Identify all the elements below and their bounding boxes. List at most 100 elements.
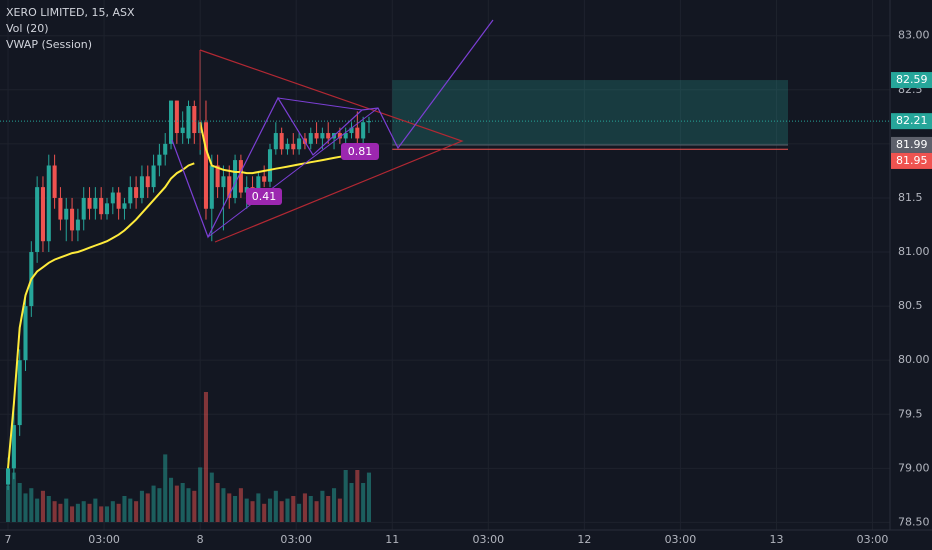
candle-body — [267, 149, 273, 182]
x-tick-label: 13 — [769, 533, 783, 546]
ratio-box — [246, 188, 282, 205]
candle-body — [93, 197, 98, 209]
volume-bar — [244, 498, 249, 522]
x-tick-label: 11 — [385, 533, 399, 546]
price-label-bg — [891, 72, 932, 89]
grid — [0, 0, 890, 530]
price-label: 81.99 — [896, 138, 928, 151]
y-tick-label: 83.00 — [898, 29, 930, 42]
triangle-drawing — [199, 49, 464, 243]
volume-bar — [128, 498, 133, 522]
volume-bar — [262, 503, 267, 522]
volume-bar — [11, 472, 16, 522]
candle-body — [11, 425, 16, 469]
volume-bar — [366, 472, 372, 522]
price-label-bg — [891, 136, 932, 153]
candle-body — [145, 176, 150, 188]
candle-body — [64, 208, 69, 220]
volume-bar — [58, 503, 63, 522]
pattern-leg — [207, 107, 379, 238]
volume-bar — [308, 496, 313, 522]
candle-body — [134, 187, 139, 198]
candle-body — [215, 165, 220, 188]
volume-bar — [75, 503, 80, 522]
candle-body — [262, 176, 267, 182]
volume-bar — [5, 485, 11, 522]
vwap-line — [7, 121, 370, 469]
volume-bar — [238, 488, 243, 522]
x-tick-label: 03:00 — [88, 533, 120, 546]
volume-bar — [64, 498, 69, 522]
x-tick-label: 03:00 — [665, 533, 697, 546]
candle-body — [58, 197, 63, 220]
candle-body — [273, 133, 278, 150]
volume-bar — [291, 496, 296, 522]
candle-body — [343, 133, 348, 139]
candle-body — [87, 197, 92, 209]
volume-bar — [104, 506, 110, 522]
volume-bar — [326, 496, 331, 522]
candle-body — [157, 154, 162, 166]
volume-bar — [99, 506, 104, 522]
price-label-bg — [891, 152, 932, 169]
volume-bar — [35, 498, 40, 522]
candle-body — [349, 127, 354, 134]
candle-body — [110, 192, 115, 204]
volume-bar — [332, 488, 337, 522]
volume-bar — [46, 496, 51, 522]
volume-bar — [122, 496, 127, 522]
candle-body — [104, 203, 110, 215]
volume-bar — [250, 501, 255, 522]
candle-body — [46, 165, 51, 242]
drawings: 0.41 0.81 — [171, 19, 494, 243]
volume-bar — [180, 483, 185, 522]
y-tick-label: 80.00 — [898, 353, 930, 366]
volume-bar — [256, 493, 261, 522]
y-tick-label: 79.5 — [898, 407, 923, 420]
candle-body — [361, 122, 366, 139]
candle-body — [209, 165, 214, 209]
volume-bar — [110, 501, 115, 522]
volume-bar — [349, 483, 354, 522]
volume-bar — [343, 470, 348, 522]
candle-body — [186, 106, 191, 139]
volume-legend: Vol (20) — [6, 22, 49, 35]
candle-body — [168, 100, 174, 144]
candle-body — [291, 143, 296, 150]
volume-bar — [203, 392, 209, 522]
candle-body — [279, 133, 284, 150]
candle-body — [151, 165, 156, 188]
y-tick-label: 78.50 — [898, 515, 930, 528]
volume-bar — [267, 498, 273, 522]
volume-bar — [23, 493, 28, 522]
volume-bar — [29, 488, 34, 522]
volume-bar — [297, 503, 302, 522]
x-tick-label: 03:00 — [472, 533, 504, 546]
candle-body — [233, 160, 238, 198]
target-zone — [392, 80, 788, 145]
volume-bar — [174, 485, 179, 522]
candle-body — [326, 133, 331, 139]
candle-body — [256, 176, 261, 198]
price-label: 82.21 — [896, 114, 928, 127]
price-pane — [0, 51, 890, 490]
volume-bar — [273, 490, 278, 522]
ratio-box — [341, 143, 379, 160]
candle-body — [180, 127, 185, 134]
candle-body — [238, 160, 243, 193]
candle-body — [355, 127, 360, 139]
candle-body — [163, 143, 168, 155]
price-label: 81.95 — [896, 154, 928, 167]
candle-body — [366, 121, 372, 123]
candle-body — [174, 100, 179, 134]
volume-bar — [163, 454, 168, 522]
candle-body — [203, 122, 209, 209]
volume-bar — [134, 501, 139, 522]
candle-body — [75, 219, 80, 231]
symbol-title: XERO LIMITED, 15, ASX — [6, 6, 135, 19]
ratio-label: 0.41 — [252, 190, 277, 203]
x-tick-label: 03:00 — [280, 533, 312, 546]
volume-bar — [70, 506, 75, 522]
